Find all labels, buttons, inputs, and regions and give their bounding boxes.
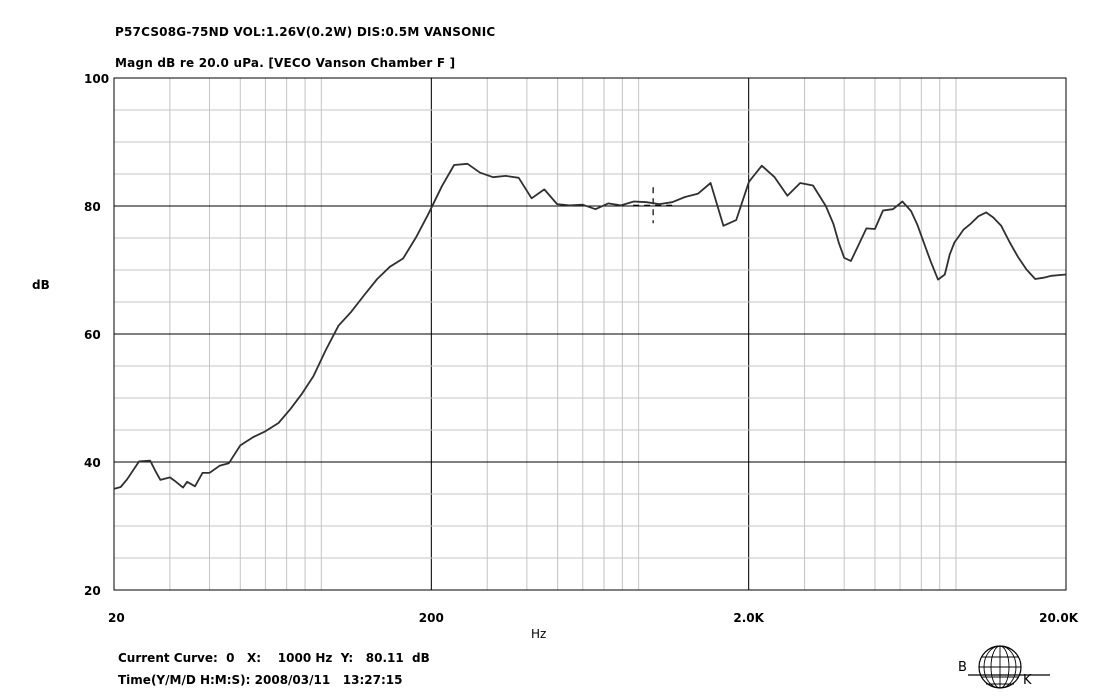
logo-letter-b: B [958,660,967,675]
chart-title: P57CS08G-75ND VOL:1.26V(0.2W) DIS:0.5M V… [115,25,496,39]
bk-logo: B K [958,645,1050,689]
timestamp: Time(Y/M/D H:M:S): 2008/03/11 13:27:15 [118,673,403,687]
series-line [113,162,1067,490]
x-tick-label: 200 [419,611,444,625]
globe-logo-icon [968,645,1050,689]
y-tick-label: 40 [84,456,101,470]
x-tick-label: 2.0K [733,611,764,625]
y-tick-labels: 20 40 60 80 100 [84,72,109,598]
x-axis-label: Hz [531,627,546,640]
y-tick-label: 20 [84,584,101,598]
frequency-response-chart: 20 40 60 80 100 20 200 2.0K 20.0K dB Hz [32,72,1079,640]
grid [113,77,1067,591]
x-tick-labels: 20 200 2.0K 20.0K [108,611,1079,625]
logo-letter-k: K [1023,673,1032,688]
x-tick-label: 20 [108,611,125,625]
y-axis-label: dB [32,278,50,292]
x-tick-label: 20.0K [1039,611,1079,625]
y-tick-label: 100 [84,72,109,86]
y-tick-label: 60 [84,328,101,342]
y-tick-label: 80 [84,200,101,214]
chart-subtitle: Magn dB re 20.0 uPa. [VECO Vanson Chambe… [115,56,456,70]
cursor-marker [633,187,674,224]
cursor-readout: Current Curve: 0 X: 1000 Hz Y: 80.11 dB [118,651,430,665]
plot-frame [113,77,1067,591]
